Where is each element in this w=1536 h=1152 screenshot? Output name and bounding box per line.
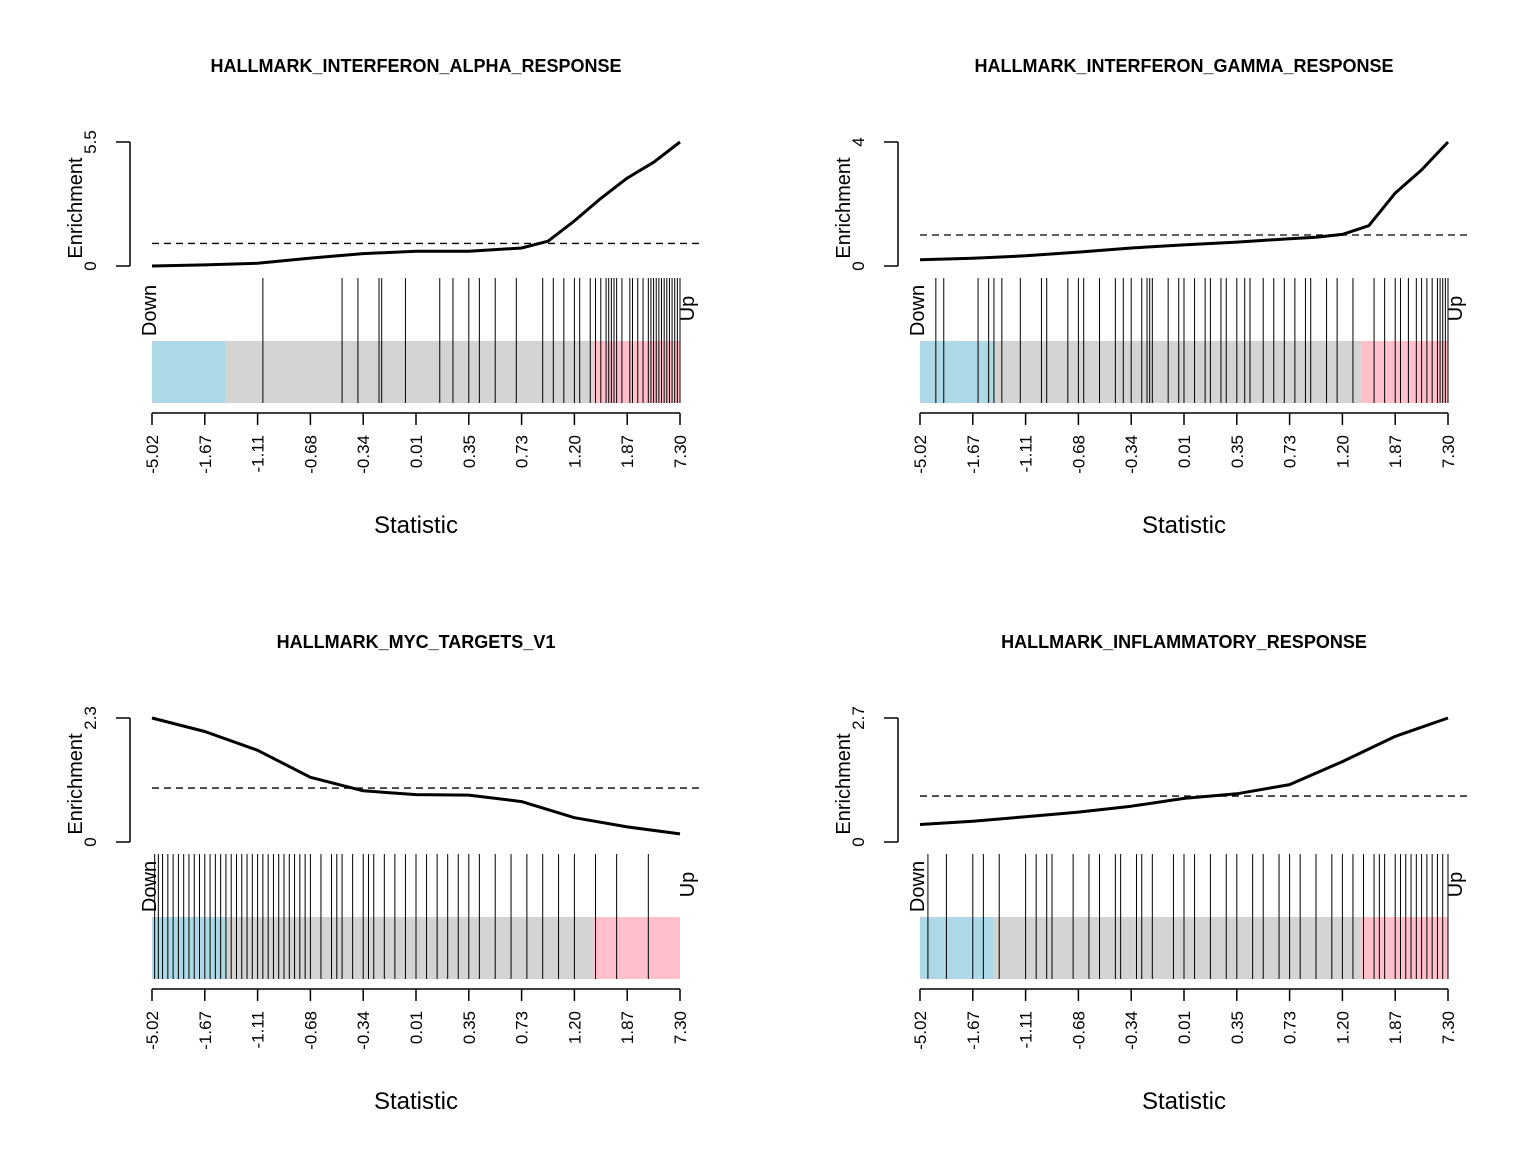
x-tick-label: 7.30 (1439, 435, 1458, 468)
x-tick-label: -1.67 (196, 1011, 215, 1050)
x-tick-label: -0.34 (1122, 435, 1141, 474)
x-tick-label: 1.87 (618, 435, 637, 468)
middle-block (225, 917, 593, 979)
x-tick-label: 7.30 (1439, 1011, 1458, 1044)
down-block (920, 341, 994, 403)
middle-block (993, 917, 1361, 979)
x-tick-label: 0.73 (513, 435, 532, 468)
down-block (152, 341, 226, 403)
x-tick-label: -0.68 (301, 435, 320, 474)
x-tick-label: 0.35 (460, 435, 479, 468)
up-label: Up (1445, 296, 1467, 322)
x-tick-label: -0.68 (1069, 1011, 1088, 1050)
y-tick-label: 0 (81, 837, 100, 846)
y-axis-title: Enrichment (833, 733, 855, 835)
x-axis-title: Statistic (1142, 1088, 1226, 1115)
x-tick-label: -1.11 (1017, 1011, 1036, 1049)
middle-block (993, 341, 1361, 403)
up-block (592, 341, 680, 403)
x-tick-label: -0.68 (1069, 435, 1088, 474)
x-tick-label: 0.01 (1175, 435, 1194, 468)
x-tick-label: 0.35 (1228, 1011, 1247, 1044)
x-tick-label: 0.01 (1175, 1011, 1194, 1044)
x-tick-label: -1.67 (964, 1011, 983, 1050)
x-tick-label: 0.35 (1228, 435, 1247, 468)
x-tick-label: -1.11 (1017, 435, 1036, 473)
x-tick-label: 1.20 (1333, 435, 1352, 468)
y-tick-label: 0 (849, 261, 868, 270)
enrichment-curve (919, 716, 1449, 826)
y-tick-label: 0 (849, 837, 868, 846)
x-tick-label: -5.02 (911, 1011, 930, 1050)
up-label: Up (677, 296, 699, 322)
y-axis-title: Enrichment (833, 157, 855, 259)
x-tick-label: -0.34 (354, 1011, 373, 1050)
x-tick-label: 0.01 (407, 1011, 426, 1044)
up-block (592, 917, 680, 979)
down-label: Down (139, 861, 161, 912)
x-tick-label: 1.20 (1333, 1011, 1352, 1044)
x-tick-label: -1.67 (964, 435, 983, 474)
x-tick-label: -1.11 (249, 1011, 268, 1049)
chart-panel-3: HALLMARK_MYC_TARGETS_V1 0 2.3 Enrichment Dow… (65, 632, 700, 1115)
up-block (1360, 341, 1448, 403)
x-tick-label: -5.02 (911, 435, 930, 474)
y-axis-title: Enrichment (65, 157, 87, 259)
chart-title: HALLMARK_INTERFERON_ALPHA_RESPONSE (210, 56, 621, 76)
y-axis-title: Enrichment (65, 733, 87, 835)
y-tick-label: 2.3 (81, 706, 100, 730)
chart-title: HALLMARK_INTERFERON_GAMMA_RESPONSE (974, 56, 1393, 76)
y-tick-label: 5.5 (81, 130, 100, 154)
x-tick-label: 1.20 (565, 435, 584, 468)
x-tick-label: 0.73 (1281, 435, 1300, 468)
x-tick-label: -0.34 (1122, 1011, 1141, 1050)
x-tick-label: 7.30 (671, 1011, 690, 1044)
y-tick-label: 0 (81, 261, 100, 270)
x-tick-label: 0.73 (513, 1011, 532, 1044)
y-tick-label: 4 (849, 137, 868, 146)
down-label: Down (907, 285, 929, 336)
enrichment-curve (151, 140, 681, 268)
x-tick-label: -0.68 (301, 1011, 320, 1050)
enrichment-curve (919, 140, 1450, 262)
x-tick-label: 0.73 (1281, 1011, 1300, 1044)
chart-panel-1: HALLMARK_INTERFERON_ALPHA_RESPONSE 0 5.5 En… (65, 56, 700, 539)
down-block (920, 917, 994, 979)
x-tick-label: -5.02 (143, 1011, 162, 1050)
x-tick-label: 1.20 (565, 1011, 584, 1044)
x-axis-title: Statistic (1142, 512, 1226, 539)
up-label: Up (1445, 872, 1467, 898)
x-tick-label: 1.87 (618, 1011, 637, 1044)
x-tick-label: 1.87 (1386, 435, 1405, 468)
x-tick-label: 0.35 (460, 1011, 479, 1044)
chart-panel-4: HALLMARK_INFLAMMATORY_RESPONSE 0 2.7 Enrich… (833, 632, 1468, 1115)
x-tick-label: -0.34 (354, 435, 373, 474)
y-tick-label: 2.7 (849, 706, 868, 730)
chart-title: HALLMARK_INFLAMMATORY_RESPONSE (1001, 632, 1367, 652)
enrichment-curve (151, 716, 681, 836)
x-axis-title: Statistic (374, 1088, 458, 1115)
x-tick-label: -5.02 (143, 435, 162, 474)
down-label: Down (139, 285, 161, 336)
chart-panel-2: HALLMARK_INTERFERON_GAMMA_RESPONSE 0 4 Enri… (833, 56, 1468, 539)
up-block (1360, 917, 1448, 979)
x-tick-label: -1.11 (249, 435, 268, 473)
x-tick-label: 0.01 (407, 435, 426, 468)
x-tick-label: 7.30 (671, 435, 690, 468)
x-axis-title: Statistic (374, 512, 458, 539)
down-label: Down (907, 861, 929, 912)
up-label: Up (677, 872, 699, 898)
x-tick-label: -1.67 (196, 435, 215, 474)
chart-title: HALLMARK_MYC_TARGETS_V1 (277, 632, 556, 652)
middle-block (225, 341, 593, 403)
x-tick-label: 1.87 (1386, 1011, 1405, 1044)
